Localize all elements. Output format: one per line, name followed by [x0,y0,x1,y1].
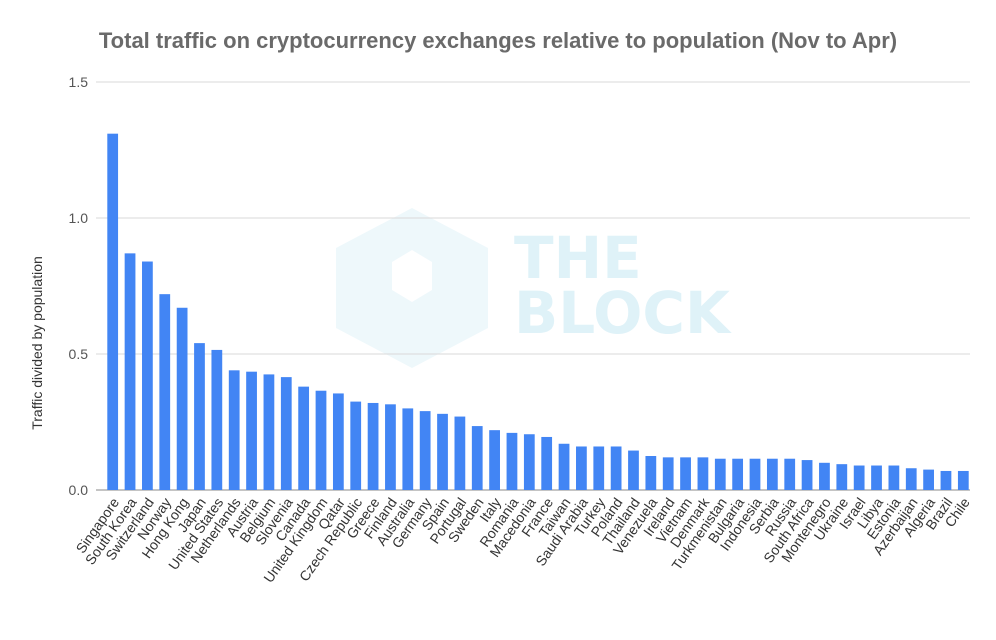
bar [680,457,691,490]
bar [523,434,535,490]
bar [506,432,518,490]
bar [662,457,674,490]
bar [246,371,257,490]
bar [871,465,882,490]
watermark-logo: THE BLOCK [336,208,732,368]
watermark-text-line2: BLOCK [514,279,732,347]
bar [315,390,327,490]
chart-title: Total traffic on cryptocurrency exchange… [98,28,898,53]
bar [402,408,414,490]
bar [159,294,171,490]
bar [940,470,952,490]
bar [801,460,813,490]
bar [541,436,553,490]
bar [124,253,136,490]
bar [211,349,223,490]
bar [367,402,379,490]
bar [697,457,709,490]
bar [766,458,778,490]
bar [819,462,830,490]
bar [645,456,657,490]
bar [957,470,969,490]
bar [419,411,431,490]
y-tick-label: 1.0 [69,210,89,226]
bar [280,377,292,490]
watermark-text-line1: THE [514,224,642,292]
bar [107,133,119,490]
y-tick-label: 1.5 [69,74,89,90]
bar [385,404,396,490]
bar [471,426,483,490]
bar [298,386,310,490]
y-tick-label: 0.5 [69,346,89,362]
bar [558,443,570,490]
bar [628,450,639,490]
y-tick-label: 0.0 [69,482,89,498]
bar [593,446,605,490]
bar [176,307,188,490]
bar [576,446,587,490]
bar [888,465,900,490]
bar [714,458,726,490]
bar [332,393,344,490]
bar [194,343,205,490]
bar [350,401,362,490]
bar [263,374,275,490]
bar [732,458,744,490]
bar [749,458,761,490]
bar [836,464,848,490]
bar [142,261,153,490]
bar [228,370,240,490]
bar [489,430,500,490]
y-axis-label: Traffic divided by population [29,256,45,430]
bar [437,413,448,490]
bar [784,458,796,490]
bar [923,469,934,490]
bar [454,416,466,490]
bar [610,446,622,490]
bar [853,465,865,490]
bar [905,468,917,490]
